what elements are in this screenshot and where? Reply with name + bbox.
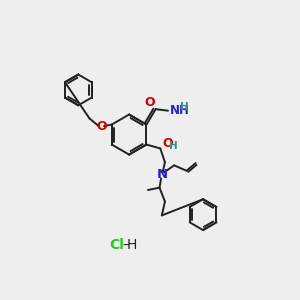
Text: O: O [96,120,107,133]
Text: O: O [163,136,173,149]
Text: H: H [127,238,137,252]
Text: H: H [180,102,188,112]
Text: H: H [169,141,178,151]
Text: NH: NH [169,104,189,117]
Text: Cl: Cl [110,238,124,252]
Text: –: – [123,238,130,252]
Text: O: O [144,96,155,109]
Text: N: N [156,168,167,181]
